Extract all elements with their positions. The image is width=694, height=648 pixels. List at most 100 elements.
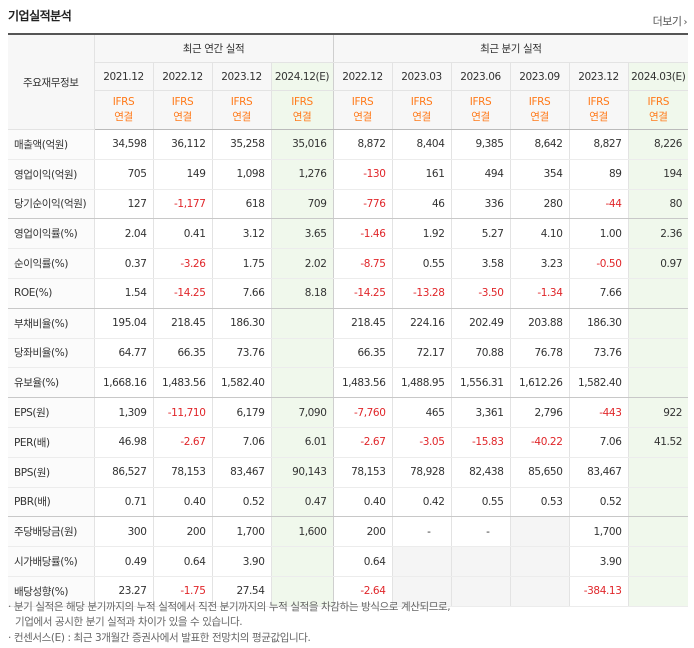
table-cell [627, 546, 689, 577]
table-cell: 46.98 [93, 427, 153, 458]
table-cell: 2.04 [93, 218, 153, 250]
ifrs-header: IFRS 연결 [627, 90, 689, 130]
table-cell: 7.66 [211, 278, 271, 309]
table-cell: 8.18 [270, 278, 333, 309]
table-cell: 73.76 [568, 338, 628, 369]
row-label: 당좌비율(%) [8, 338, 94, 369]
period-header: 2023.12 [568, 62, 628, 91]
consolidated-label: 연결 [114, 111, 133, 123]
consolidated-label: 연결 [589, 111, 608, 123]
table-cell: 73.76 [211, 338, 271, 369]
period-header: 2024.03(E) [627, 62, 689, 91]
table-cell: 78,153 [152, 457, 212, 488]
table-cell: 8,872 [332, 129, 392, 160]
row-label: 당기순이익(억원) [8, 189, 94, 220]
table-cell: 6.01 [270, 427, 333, 458]
table-cell [627, 576, 689, 607]
row-label: EPS(원) [8, 397, 94, 428]
table-cell: 0.64 [152, 546, 212, 577]
table-cell: 1,488.95 [391, 367, 451, 399]
table-cell: 1,700 [568, 516, 628, 548]
table-row: PBR(배) 0.71 0.40 0.52 0.47 0.40 0.42 0.55 0.53 0.… [8, 487, 689, 518]
ifrs-header: IFRS 연결 [152, 90, 212, 130]
table-cell: 0.37 [93, 248, 153, 279]
table-cell: 1,309 [93, 397, 153, 428]
table-cell: 80 [627, 189, 689, 220]
table-cell: 1,098 [211, 159, 271, 190]
table-cell: 3.90 [568, 546, 628, 577]
table-cell: 0.41 [152, 218, 212, 250]
table-cell [270, 367, 333, 399]
table-cell: 82,438 [450, 457, 510, 488]
table-cell: -776 [332, 189, 392, 220]
ifrs-header: IFRS 연결 [332, 90, 392, 130]
consolidated-label: 연결 [649, 111, 668, 123]
table-row: 주당배당금(원) 300 200 1,700 1,600 200- -1,700 [8, 516, 689, 548]
table-cell: -1.34 [509, 278, 569, 309]
table-cell: 161 [391, 159, 451, 190]
table-cell: - [450, 516, 510, 548]
consolidated-label: 연결 [173, 111, 192, 123]
ifrs-label: IFRS [587, 96, 610, 108]
more-link[interactable]: 더보기 › [653, 13, 688, 29]
table-cell: 186.30 [568, 308, 628, 339]
table-cell: 922 [627, 397, 689, 428]
table-row: 당좌비율(%) 64.77 66.35 73.76 66.35 72.17 70.88 76.… [8, 338, 689, 369]
table-cell: 1.75 [211, 248, 271, 279]
table-cell: 35,258 [211, 129, 271, 160]
table-cell: 8,226 [627, 129, 689, 160]
table-cell: 36,112 [152, 129, 212, 160]
table-cell: 8,827 [568, 129, 628, 160]
consolidated-label: 연결 [353, 111, 372, 123]
table-cell: 194 [627, 159, 689, 190]
table-row: 순이익률(%) 0.37 -3.26 1.75 2.02 -8.75 0.55 3.58 3.2… [8, 248, 689, 279]
ifrs-label: IFRS [351, 96, 374, 108]
ifrs-label: IFRS [291, 96, 313, 108]
table-cell: 0.52 [568, 487, 628, 518]
table-cell: 0.71 [93, 487, 153, 518]
table-cell: 90,143 [270, 457, 333, 488]
table-cell: 1,276 [270, 159, 333, 190]
table-cell: 354 [509, 159, 569, 190]
ifrs-label: IFRS [528, 96, 551, 108]
table-cell: -3.50 [450, 278, 510, 309]
table-cell: -1,177 [152, 189, 212, 220]
row-label: 배당성향(%) [8, 576, 94, 607]
table-cell: 336 [450, 189, 510, 220]
table-cell: 66.35 [152, 338, 212, 369]
table-cell: 149 [152, 159, 212, 190]
period-header: 2023.09 [509, 62, 569, 91]
table-cell: -2.67 [332, 427, 392, 458]
ifrs-header: IFRS 연결 [93, 90, 153, 130]
table-cell: 0.55 [391, 248, 451, 279]
consolidated-label: 연결 [292, 111, 312, 123]
table-cell [391, 546, 451, 577]
table-cell: 70.88 [450, 338, 510, 369]
table-cell: 7,090 [270, 397, 333, 428]
table-cell: -0.50 [568, 248, 628, 279]
ifrs-header: IFRS 연결 [450, 90, 510, 130]
table-row: 유보율(%) 1,668.16 1,483.56 1,582.40 1,483.56 1,… [8, 367, 689, 399]
table-cell: 1,582.40 [211, 367, 271, 399]
table-cell: -130 [332, 159, 392, 190]
period-header: 2024.12(E) [270, 62, 333, 91]
section-title: 기업실적분석 [8, 9, 72, 23]
table-cell [270, 338, 333, 369]
table-row: ROE(%) 1.54 -14.25 7.66 8.18 -14.25 -13.28 -3.5… [8, 278, 689, 309]
table-cell: 1,668.16 [93, 367, 153, 399]
ifrs-label: IFRS [647, 96, 670, 108]
table-cell: 0.40 [332, 487, 392, 518]
table-cell: 200 [332, 516, 392, 548]
table-cell: 2.36 [627, 218, 689, 250]
table-cell: 35,016 [270, 129, 333, 160]
table-cell: 186.30 [211, 308, 271, 339]
table-cell: 1.92 [391, 218, 451, 250]
table-cell: 0.42 [391, 487, 451, 518]
table-cell: 66.35 [332, 338, 392, 369]
row-label: 영업이익(억원) [8, 159, 94, 190]
table-cell: 224.16 [391, 308, 451, 339]
table-cell: 5.27 [450, 218, 510, 250]
table-row: 영업이익(억원) 705 149 1,098 1,276 -130 161 494 354 89 1… [8, 159, 689, 190]
row-header: 주요재무정보 [8, 33, 94, 130]
table-cell: -3.05 [391, 427, 451, 458]
